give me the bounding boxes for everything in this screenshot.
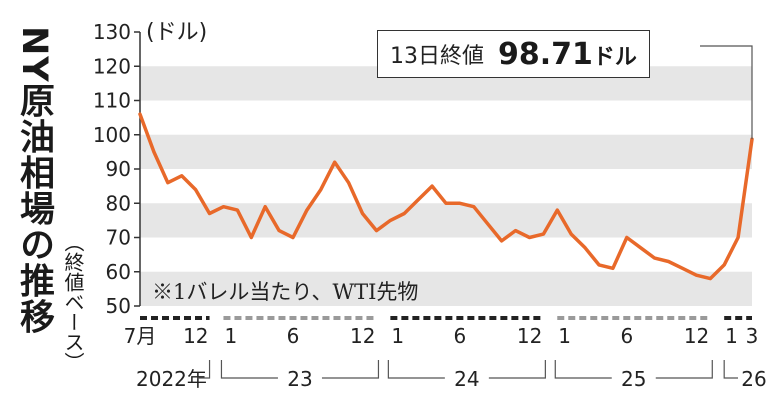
x-month-label: 12 xyxy=(183,324,208,348)
data-point xyxy=(277,229,281,232)
chart-subtitle: （終値ベース） xyxy=(61,232,85,372)
x-month-label: 1 xyxy=(391,324,404,348)
grid-band xyxy=(140,134,752,169)
x-year-label: 24 xyxy=(454,367,479,391)
x-year-label: 25 xyxy=(621,367,646,391)
data-point xyxy=(528,236,531,239)
data-point xyxy=(542,232,545,236)
chart-note: ※1バレル当たり、WTI先物 xyxy=(152,280,419,304)
x-year-bracket xyxy=(197,360,211,379)
x-year-bracket xyxy=(554,360,713,379)
callout-unit: ドル xyxy=(592,44,637,70)
data-point xyxy=(319,188,323,191)
y-tick-label: 110 xyxy=(93,89,131,113)
y-tick-label: 50 xyxy=(106,294,131,318)
data-point xyxy=(736,236,740,239)
data-point xyxy=(250,236,253,239)
data-point xyxy=(639,246,642,249)
data-point xyxy=(709,277,712,280)
data-point xyxy=(625,236,629,239)
x-month-label: 7月 xyxy=(124,324,157,348)
data-point xyxy=(166,181,170,184)
series-layer xyxy=(138,112,754,281)
data-point xyxy=(430,184,434,188)
data-point xyxy=(263,205,267,208)
data-point xyxy=(556,208,559,212)
x-year-bracket xyxy=(723,360,738,379)
data-point xyxy=(472,205,476,208)
x-year-label: 23 xyxy=(287,367,312,391)
grid-band xyxy=(140,271,752,306)
y-axis: 50 60 70 80 90 100 110 120 130 xyxy=(93,20,141,318)
x-month-label: 1 xyxy=(558,324,571,348)
y-tick-label: 100 xyxy=(93,123,131,147)
data-point xyxy=(194,188,197,191)
y-tick-label: 90 xyxy=(106,157,131,181)
x-year-bracket xyxy=(387,360,546,379)
x-month-label: 1 xyxy=(224,324,237,348)
x-month-label: 6 xyxy=(287,324,300,348)
callout-leader-line xyxy=(700,45,753,140)
data-point xyxy=(333,160,336,164)
data-point xyxy=(389,219,392,222)
latest-value-callout: 13日終値 98.71ドル xyxy=(377,30,650,78)
data-point xyxy=(208,212,211,215)
x-month-label: 6 xyxy=(620,324,633,348)
data-point xyxy=(305,208,309,212)
callout-label: 13日終値 xyxy=(390,44,484,69)
x-month-label: 3 xyxy=(746,324,759,348)
data-point xyxy=(722,263,726,267)
data-point xyxy=(583,246,587,249)
data-point xyxy=(597,263,601,267)
y-tick-label: 130 xyxy=(93,20,131,44)
data-point xyxy=(500,239,503,243)
x-month-label: 12 xyxy=(684,324,709,348)
data-point xyxy=(347,181,350,184)
data-point xyxy=(291,236,295,239)
callout-value: 98.71 xyxy=(498,36,593,72)
y-tick-label: 60 xyxy=(106,260,131,284)
data-point xyxy=(222,205,225,208)
data-point xyxy=(569,232,573,236)
data-point xyxy=(486,222,489,225)
x-year-bracket xyxy=(220,360,380,379)
data-point xyxy=(458,202,462,205)
data-point xyxy=(653,256,656,260)
data-point xyxy=(236,208,239,212)
callout-value-group: 98.71ドル xyxy=(498,37,637,72)
data-point xyxy=(667,260,670,263)
data-point xyxy=(361,212,364,215)
y-tick-label: 120 xyxy=(93,54,131,78)
x-month-label: 12 xyxy=(517,324,542,348)
x-year-label: 2022年 xyxy=(136,367,207,391)
x-month-label: 12 xyxy=(350,324,375,348)
data-point xyxy=(375,229,378,232)
y-tick-label: 80 xyxy=(106,191,131,215)
x-year-label: 26 xyxy=(741,367,766,391)
data-point xyxy=(416,198,420,202)
data-point xyxy=(681,267,684,270)
data-point xyxy=(444,202,448,205)
data-point xyxy=(403,212,406,215)
y-axis-unit: (ドル) xyxy=(146,20,208,45)
x-month-label: 6 xyxy=(454,324,467,348)
data-point xyxy=(611,267,615,270)
data-point xyxy=(138,113,142,116)
grid-bands xyxy=(140,66,752,306)
chart-title: NY原油相場の推移 xyxy=(14,26,54,335)
x-month-label: 1 xyxy=(725,324,738,348)
y-tick-label: 70 xyxy=(106,226,131,250)
data-point xyxy=(180,174,183,178)
data-point xyxy=(695,273,698,277)
data-point xyxy=(514,229,517,232)
callout-connector xyxy=(700,45,753,140)
data-point xyxy=(152,150,156,154)
